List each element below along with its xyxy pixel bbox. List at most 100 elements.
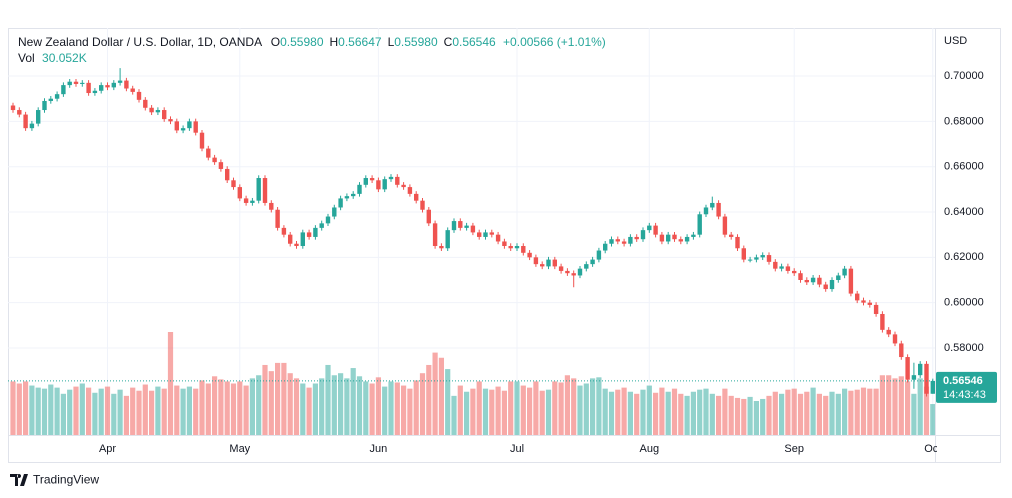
volume-bar <box>401 385 407 435</box>
candle-body <box>395 176 400 185</box>
candle-body <box>80 82 85 84</box>
volume-bar <box>539 390 545 435</box>
volume-value: 30.052K <box>42 51 87 65</box>
volume-bar <box>438 357 444 435</box>
candle-body <box>577 268 583 276</box>
volume-bar <box>596 377 602 435</box>
candle-body <box>420 200 425 210</box>
candle-body <box>23 114 28 129</box>
volume-bar <box>86 387 92 435</box>
candle-body <box>779 266 784 269</box>
volume-bar <box>779 393 785 435</box>
candle-body <box>401 184 406 188</box>
last-price-box <box>936 371 997 403</box>
candle-body <box>130 88 135 92</box>
candle-body <box>105 85 110 88</box>
candle-body <box>136 91 142 100</box>
candle-body <box>193 121 198 133</box>
candle-layer <box>10 68 935 397</box>
volume-bar <box>394 382 400 435</box>
volume-bar <box>482 388 489 435</box>
volume-bar <box>640 389 646 435</box>
chart-frame <box>8 28 1001 463</box>
volume-bar <box>558 382 564 435</box>
x-tick-label: Aug <box>640 443 660 455</box>
candle-body <box>558 266 564 271</box>
volume-bar <box>785 389 791 435</box>
candle-body <box>716 202 721 217</box>
volume-bar <box>268 371 274 435</box>
volume-bar <box>426 364 432 435</box>
candle-body <box>143 99 148 108</box>
candle-body <box>678 239 683 242</box>
candle-body <box>930 380 935 394</box>
candle-body <box>495 234 501 242</box>
volume-bar <box>533 381 539 435</box>
volume-bar <box>545 389 552 435</box>
volume-bar <box>848 390 854 435</box>
candle-body <box>722 216 728 235</box>
volume-bar <box>678 393 684 435</box>
candle-body <box>766 255 772 262</box>
y-tick-label: 0.62000 <box>944 251 984 263</box>
y-tick-label: 0.58000 <box>944 342 984 354</box>
candle-body <box>521 246 526 253</box>
candle-body <box>294 243 299 247</box>
candle-body <box>382 179 387 190</box>
candle-body <box>571 273 576 276</box>
candle-body <box>628 236 633 244</box>
candle-body <box>42 100 47 111</box>
volume-bar <box>608 391 615 435</box>
volume-bar <box>275 362 281 435</box>
volume-bar <box>734 397 741 435</box>
ohlc-values: O0.55980 H0.56647 L0.55980 C0.56546 <box>265 35 496 49</box>
volume-bar <box>23 381 29 435</box>
candle-body <box>565 270 570 274</box>
volume-bar <box>514 381 520 435</box>
candle-body <box>243 198 249 203</box>
candle-body <box>48 98 53 101</box>
volume-bar <box>382 386 388 435</box>
volume-bar <box>344 378 350 435</box>
volume-bar <box>489 389 495 435</box>
volume-bar <box>571 378 577 435</box>
volume-bar <box>149 390 155 435</box>
volume-bar <box>886 375 892 435</box>
candle-body <box>426 209 431 224</box>
candle-body <box>332 207 337 217</box>
volume-bar <box>212 376 218 435</box>
volume-bar <box>690 391 696 435</box>
candle-body <box>502 241 507 247</box>
volume-bar <box>186 386 192 435</box>
volume-bar <box>804 391 810 435</box>
candle-body <box>533 257 539 265</box>
volume-bar <box>583 383 589 435</box>
candle-body <box>117 80 123 83</box>
candle-body <box>848 268 854 294</box>
candle-body <box>855 293 860 301</box>
candle-body <box>73 81 79 84</box>
volume-bar <box>363 381 369 435</box>
volume-bar <box>388 381 394 435</box>
volume-bar <box>167 332 174 435</box>
volume-bar <box>527 387 533 435</box>
candle-body <box>873 304 879 314</box>
candle-body <box>388 176 394 180</box>
volume-bar <box>218 379 224 435</box>
candle-body <box>810 277 816 283</box>
currency-label: USD <box>944 35 967 47</box>
volume-bar <box>331 375 337 435</box>
volume-bar <box>627 391 633 435</box>
volume-bar <box>407 388 413 435</box>
volume-bar <box>621 387 627 435</box>
candle-body <box>918 363 923 376</box>
candle-body <box>508 246 513 249</box>
volume-bar <box>243 385 249 435</box>
volume-bar <box>464 391 470 435</box>
volume-bar <box>835 393 841 435</box>
volume-bar <box>111 393 117 435</box>
candle-body <box>760 255 765 258</box>
grid <box>8 28 935 435</box>
volume-title: Vol <box>18 51 35 65</box>
price-axis: USD 0.58000 0.60000 0.62000 0.64000 0.66000 0… <box>944 35 984 354</box>
